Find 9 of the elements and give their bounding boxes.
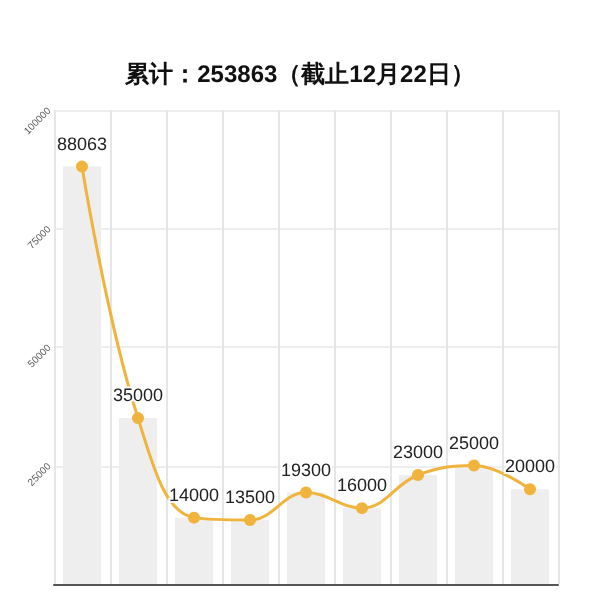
data-label: 13500 — [224, 487, 276, 508]
data-label: 88063 — [56, 133, 108, 154]
data-label: 23000 — [392, 441, 444, 462]
data-label: 16000 — [336, 475, 388, 496]
chart-title: 累计：253863（截止12月22日） — [123, 60, 475, 88]
data-label: 20000 — [504, 456, 556, 477]
data-label: 19300 — [280, 459, 332, 480]
data-label: 14000 — [168, 484, 220, 505]
data-label: 25000 — [448, 432, 500, 453]
